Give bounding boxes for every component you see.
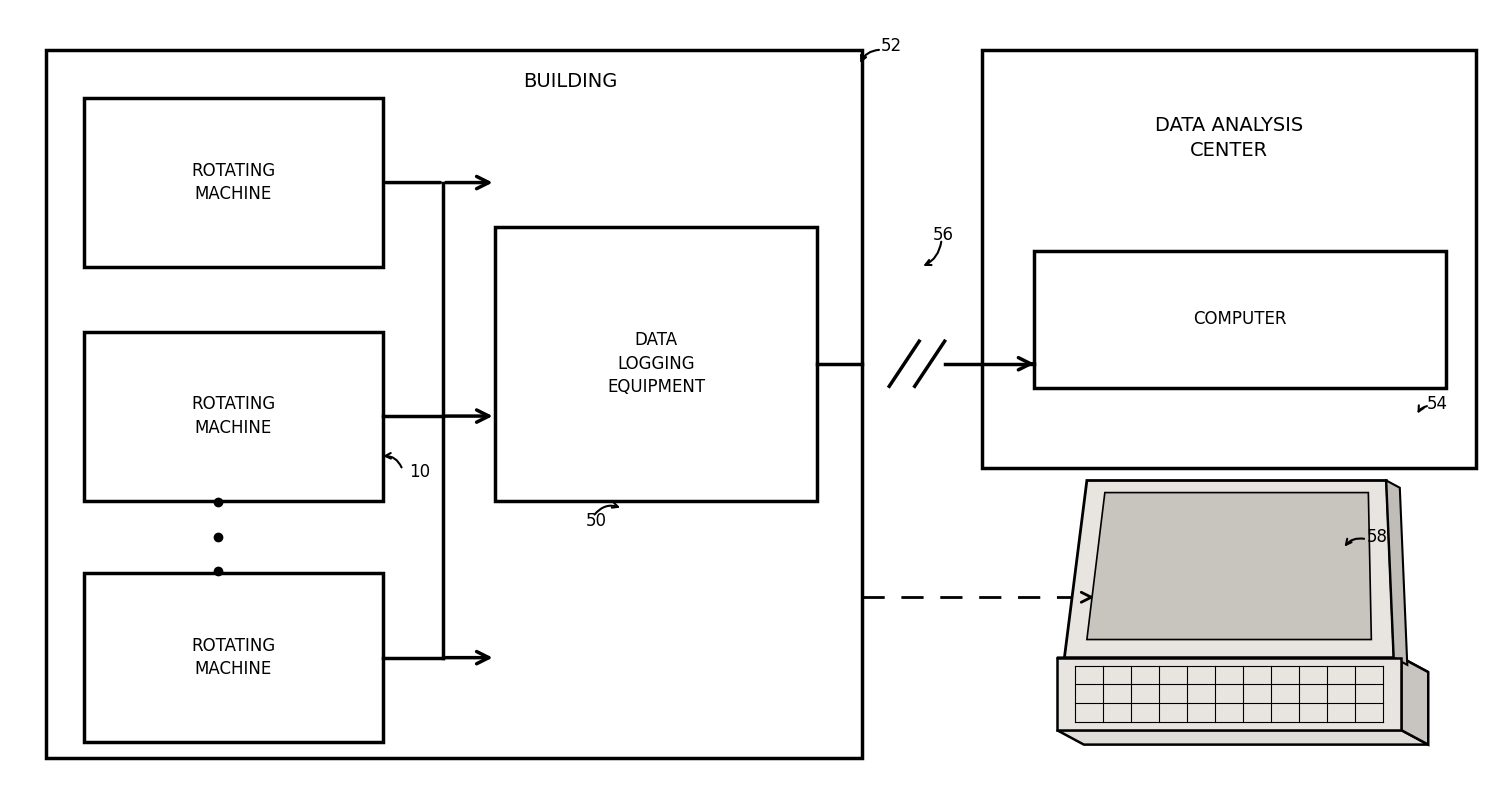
Polygon shape <box>1401 658 1428 745</box>
Text: 50: 50 <box>585 511 606 530</box>
Text: 58: 58 <box>1366 528 1388 546</box>
Text: ROTATING
MACHINE: ROTATING MACHINE <box>192 637 276 679</box>
Text: ROTATING
MACHINE: ROTATING MACHINE <box>192 395 276 437</box>
Text: 52: 52 <box>880 36 902 55</box>
Bar <box>84 331 382 501</box>
Text: 10: 10 <box>408 464 430 482</box>
Text: COMPUTER: COMPUTER <box>1194 310 1287 328</box>
Bar <box>495 227 818 501</box>
Polygon shape <box>1058 730 1428 745</box>
Text: BUILDING: BUILDING <box>524 73 618 91</box>
Bar <box>982 50 1476 469</box>
Bar <box>46 50 862 758</box>
Text: 56: 56 <box>933 226 954 244</box>
Text: DATA ANALYSIS
CENTER: DATA ANALYSIS CENTER <box>1155 116 1304 160</box>
Polygon shape <box>1088 493 1371 639</box>
Text: ROTATING
MACHINE: ROTATING MACHINE <box>192 162 276 204</box>
Bar <box>84 98 382 267</box>
Bar <box>84 573 382 743</box>
Polygon shape <box>1065 481 1394 658</box>
Text: DATA
LOGGING
EQUIPMENT: DATA LOGGING EQUIPMENT <box>608 331 705 397</box>
Polygon shape <box>1058 658 1428 672</box>
Bar <box>1035 251 1446 388</box>
Text: 54: 54 <box>1426 395 1448 413</box>
Polygon shape <box>1058 658 1401 730</box>
Polygon shape <box>1386 481 1407 665</box>
